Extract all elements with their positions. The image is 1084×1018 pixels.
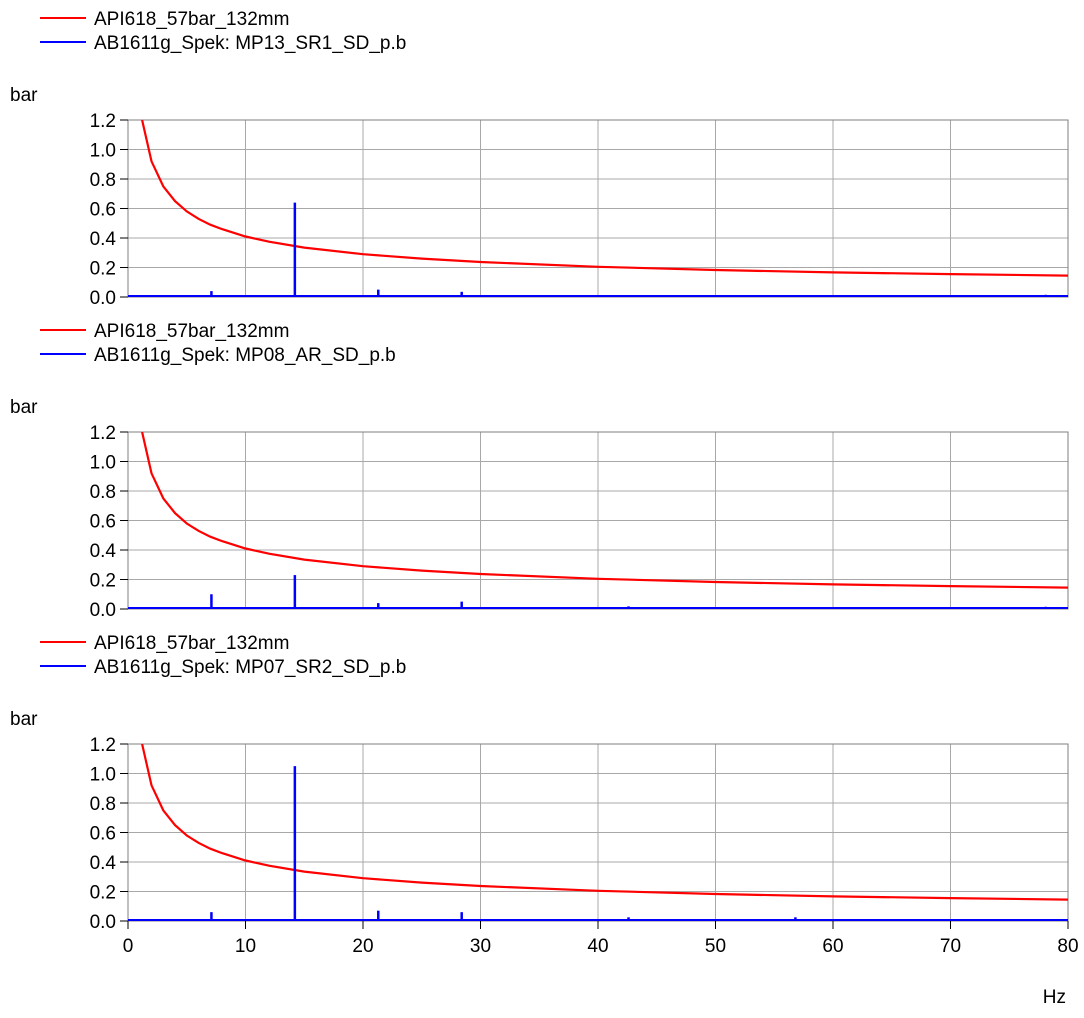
y-tick-label: 1.0 (90, 453, 116, 474)
legend-entry: API618_57bar_132mm (40, 321, 289, 342)
y-tick-label: 1.2 (90, 111, 116, 132)
series-line-limit (141, 743, 1069, 901)
legend-entry: API618_57bar_132mm (40, 9, 289, 30)
y-axis-label: bar (10, 397, 38, 418)
x-axis-label: Hz (1043, 987, 1066, 1008)
y-tick-label: 0.6 (90, 512, 116, 533)
legend-label: API618_57bar_132mm (94, 9, 289, 30)
grid (128, 432, 1068, 609)
x-tick-label: 70 (940, 936, 961, 957)
y-tick-label: 0.2 (90, 883, 116, 904)
grid (128, 120, 1068, 297)
y-tick-label: 1.2 (90, 423, 116, 444)
y-axis-label: bar (10, 85, 38, 106)
y-tick-label: 0.2 (90, 571, 116, 592)
x-tick-label: 30 (470, 936, 491, 957)
legend-label: AB1611g_Spek: MP07_SR2_SD_p.b (94, 657, 406, 678)
y-tick-label: 0.2 (90, 259, 116, 280)
chart-panel-2: API618_57bar_132mm AB1611g_Spek: MP08_AR_… (10, 321, 1069, 621)
y-tick-label: 0.8 (90, 170, 116, 191)
y-tick-label: 0.4 (90, 541, 117, 562)
series-spectrum (128, 202, 1068, 297)
x-tick-label: 60 (822, 936, 843, 957)
y-tick-label: 1.0 (90, 141, 116, 162)
legend-entry: AB1611g_Spek: MP08_AR_SD_p.b (40, 345, 396, 366)
y-tick-label: 0.4 (90, 229, 117, 250)
legend-label: AB1611g_Spek: MP08_AR_SD_p.b (94, 345, 396, 366)
series-line-limit (141, 431, 1069, 589)
y-tick-label: 0.4 (90, 853, 117, 874)
y-tick-label: 0.8 (90, 794, 116, 815)
y-tick-label: 0.8 (90, 482, 116, 503)
legend-entry: AB1611g_Spek: MP13_SR1_SD_p.b (40, 33, 406, 54)
grid (128, 744, 1068, 921)
y-tick-label: 0.0 (90, 288, 116, 309)
y-tick-label: 1.2 (90, 735, 116, 756)
x-tick-label: 40 (587, 936, 608, 957)
legend-label: AB1611g_Spek: MP13_SR1_SD_p.b (94, 33, 406, 54)
y-tick-label: 0.6 (90, 824, 116, 845)
chart-panel-1: API618_57bar_132mm AB1611g_Spek: MP13_SR1… (10, 9, 1069, 309)
legend-entry: API618_57bar_132mm (40, 633, 289, 654)
x-tick-label: 20 (352, 936, 373, 957)
chart-panel-3: API618_57bar_132mm AB1611g_Spek: MP07_SR2… (10, 633, 1079, 1008)
y-tick-label: 0.6 (90, 200, 116, 221)
x-tick-label: 10 (235, 936, 256, 957)
x-tick-label: 0 (123, 936, 134, 957)
y-tick-label: 1.0 (90, 765, 116, 786)
x-tick-label: 50 (705, 936, 726, 957)
x-tick-label: 80 (1057, 936, 1078, 957)
legend-label: API618_57bar_132mm (94, 633, 289, 654)
legend-label: API618_57bar_132mm (94, 321, 289, 342)
y-axis-label: bar (10, 709, 38, 730)
series-spectrum (128, 575, 1068, 609)
y-tick-label: 0.0 (90, 600, 116, 621)
y-tick-label: 0.0 (90, 912, 116, 933)
legend-entry: AB1611g_Spek: MP07_SR2_SD_p.b (40, 657, 406, 678)
series-spectrum (128, 766, 1068, 921)
series-line-limit (141, 119, 1069, 277)
